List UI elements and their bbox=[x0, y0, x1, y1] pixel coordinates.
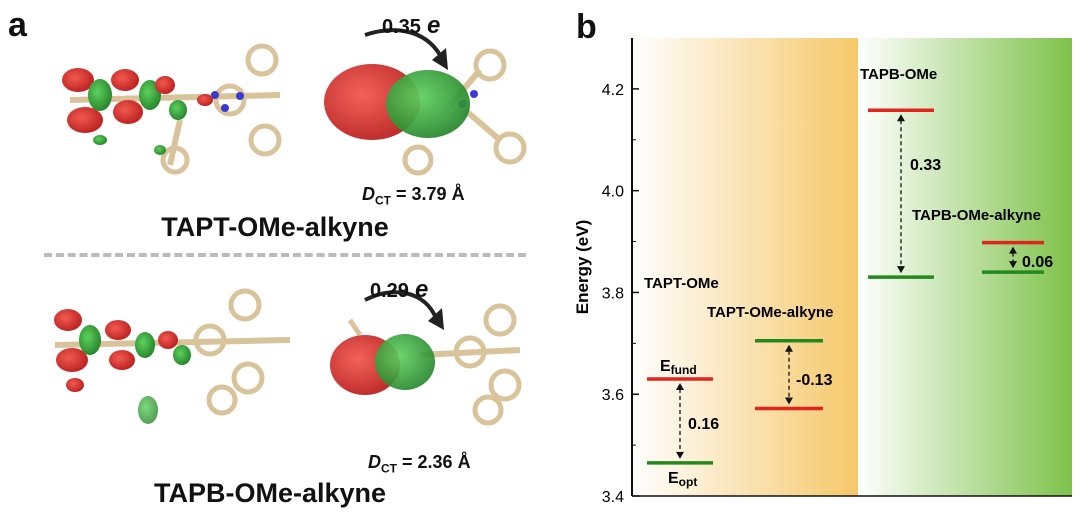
gap-label: -0.13 bbox=[796, 372, 833, 389]
bottom-ct-arrow-head bbox=[428, 308, 444, 330]
system-name-label: TAPB-OMe bbox=[860, 66, 937, 83]
bottom-dct-subscript: CT bbox=[381, 461, 397, 476]
y-tick-label: 4.2 bbox=[602, 82, 624, 99]
e-opt-label: Eopt bbox=[668, 470, 697, 489]
gap-label: 0.06 bbox=[1022, 254, 1053, 271]
top-charge-transfer-amount: 0.35 e bbox=[382, 12, 440, 40]
top-dct-subscript: CT bbox=[375, 193, 391, 208]
y-tick-label: 3.6 bbox=[602, 387, 624, 404]
bottom-dct-label: DCT = 2.36 Å bbox=[368, 452, 471, 476]
top-dct-label: DCT = 3.79 Å bbox=[362, 184, 465, 208]
bottom-charge-unit: e bbox=[414, 276, 429, 303]
y-tick-label: 3.8 bbox=[602, 285, 624, 302]
top-ct-arrow bbox=[364, 28, 442, 57]
background-band-tapb bbox=[858, 38, 1072, 496]
gap-arrow-head-up bbox=[1009, 246, 1017, 254]
top-dct-symbol: D bbox=[362, 184, 375, 204]
e-opt-main: E bbox=[668, 470, 679, 487]
gap-arrow-head-up bbox=[785, 344, 793, 352]
system-tapt-ome-alkyne: -0.13 TAPT-OMe-alkyne bbox=[707, 304, 833, 411]
y-axis: 3.4 3.6 3.8 4.0 4.2 bbox=[602, 38, 1072, 506]
gap-label: 0.16 bbox=[688, 416, 719, 433]
bottom-orbital-density bbox=[54, 288, 291, 424]
e-fund-sub: fund bbox=[671, 363, 697, 377]
bottom-molecule-name: TAPB-OMe-alkyne bbox=[153, 478, 387, 508]
molecule-illustrations bbox=[54, 28, 527, 426]
y-tick-label: 4.0 bbox=[602, 184, 624, 201]
top-charge-value: 0.35 bbox=[382, 16, 421, 38]
gap-label: 0.33 bbox=[910, 157, 941, 174]
system-name-label: TAPT-OMe-alkyne bbox=[707, 304, 833, 321]
gap-arrow-head-down bbox=[676, 451, 684, 459]
panel-b-letter: b bbox=[576, 8, 597, 46]
e-fund-main: E bbox=[660, 358, 671, 375]
background-band-tapt bbox=[632, 38, 858, 496]
system-name-label: TAPT-OMe bbox=[644, 275, 719, 292]
bottom-charge-transfer-amount: 0.29 e bbox=[370, 276, 428, 304]
top-charge-unit: e bbox=[426, 12, 441, 39]
y-axis-label: Energy (eV) bbox=[573, 220, 592, 314]
bottom-ct-arrow bbox=[364, 290, 438, 319]
energy-levels: 0.16 TAPT-OMe -0.13 TAPT-OMe-alkyne 0.33 TAPB… bbox=[644, 66, 1053, 489]
system-tapt-ome: 0.16 TAPT-OMe bbox=[644, 275, 719, 465]
top-orbital-density bbox=[62, 43, 282, 175]
top-ct-arrow-head bbox=[432, 48, 448, 70]
bottom-dct-value: = 2.36 Å bbox=[402, 452, 471, 472]
system-tapb-ome-alkyne: 0.06 TAPB-OMe-alkyne bbox=[912, 207, 1053, 274]
panel-a-divider bbox=[44, 253, 526, 257]
gap-arrow-head-down bbox=[1009, 261, 1017, 269]
bottom-charge-value: 0.29 bbox=[370, 280, 409, 302]
system-name-label: TAPB-OMe-alkyne bbox=[912, 207, 1041, 224]
gap-arrow-head-down bbox=[785, 397, 793, 405]
top-dct-value: = 3.79 Å bbox=[396, 184, 465, 204]
y-tick-label: 3.4 bbox=[602, 489, 624, 506]
bottom-dct-symbol: D bbox=[368, 452, 381, 472]
top-charge-transfer-density bbox=[324, 48, 527, 176]
top-molecule-name: TAPT-OMe-alkyne bbox=[161, 212, 389, 242]
gap-arrow-head-up bbox=[897, 114, 905, 122]
e-opt-sub: opt bbox=[679, 475, 698, 489]
panel-a-letter: a bbox=[8, 6, 27, 44]
system-tapb-ome: 0.33 TAPB-OMe bbox=[860, 66, 941, 279]
bottom-charge-transfer-density bbox=[330, 303, 522, 426]
e-fund-label: Efund bbox=[660, 358, 697, 377]
gap-arrow-head-up bbox=[676, 382, 684, 390]
gap-arrow-head-down bbox=[897, 266, 905, 274]
